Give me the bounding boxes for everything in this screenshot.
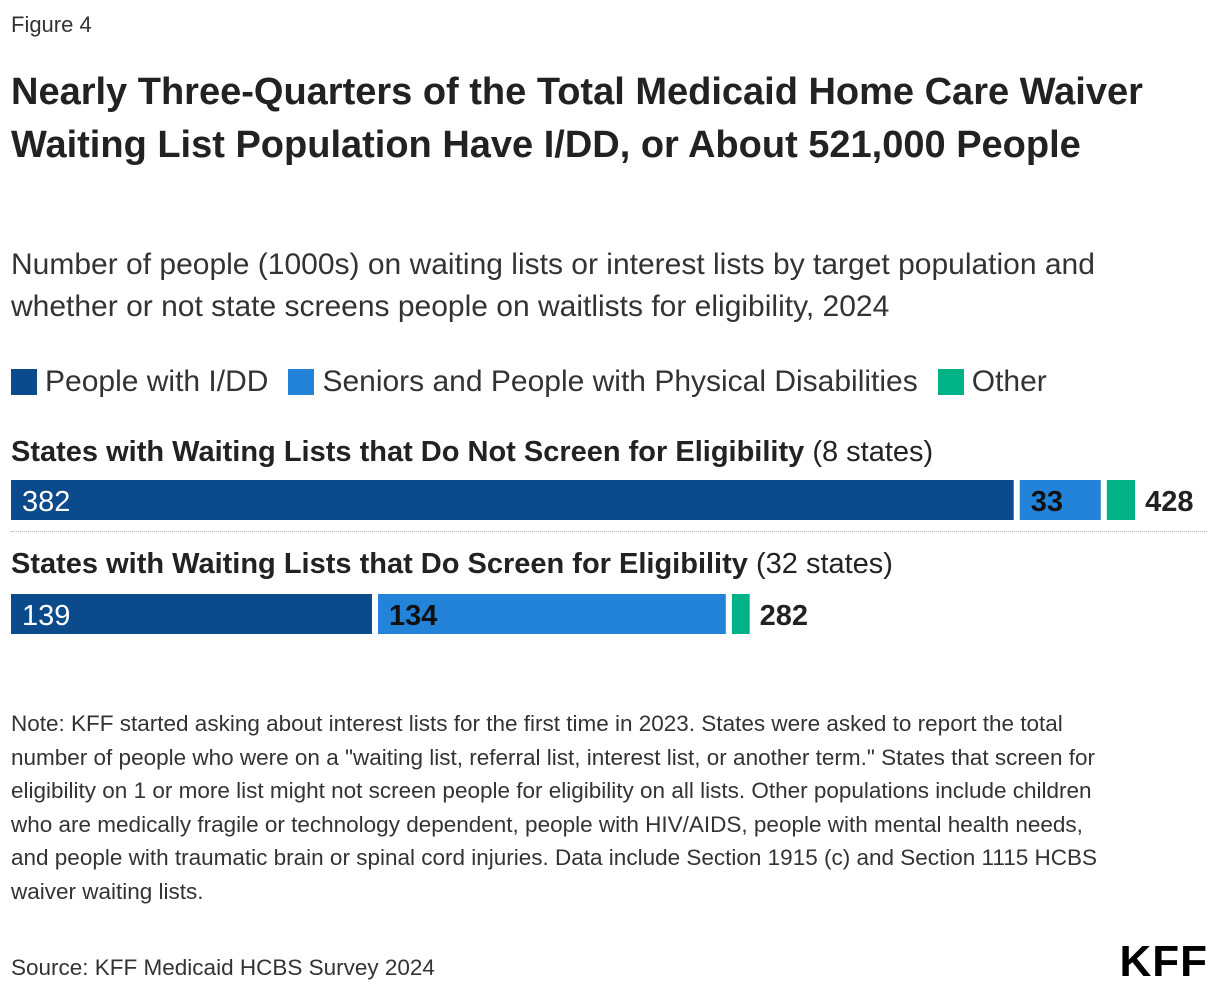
bar-screen-seniors [378, 594, 726, 634]
bar-no-screen-other [1106, 480, 1136, 520]
data-label-no-screen-idd: 382 [22, 486, 70, 518]
bar-screen-other [731, 594, 750, 634]
legend-swatch-seniors [288, 369, 315, 395]
data-label-screen-idd: 139 [22, 600, 70, 632]
category-note-screen: (32 states) [755, 548, 893, 580]
data-label-no-screen-seniors: 33 [1031, 486, 1063, 518]
legend-item-other: Other [937, 365, 1047, 399]
chart-subtitle: Number of people (1000s) on waiting list… [11, 248, 1095, 323]
legend-item-seniors: Seniors and People with Physical Disabil… [288, 365, 918, 399]
category-label-no-screen: States with Waiting Lists that Do Not Sc… [11, 433, 933, 471]
bar-screen-idd [11, 594, 372, 634]
figure-label: Figure 4 [11, 12, 92, 37]
kff-logo: KFF [1119, 937, 1208, 986]
legend: People with I/DD Seniors and People with… [11, 362, 1067, 402]
legend-swatch-other [937, 369, 964, 395]
total-label-no-screen: 428 [1145, 486, 1193, 518]
legend-swatch-idd [11, 369, 37, 395]
chart-title: Nearly Three-Quarters of the Total Medic… [11, 71, 1143, 166]
bar-no-screen-seniors [1019, 480, 1101, 520]
legend-label-other: Other [971, 365, 1047, 398]
legend-label-seniors: Seniors and People with Physical Disabil… [322, 365, 918, 398]
category-divider [11, 531, 1207, 532]
legend-label-idd: People with I/DD [45, 365, 269, 398]
chart-source: Source: KFF Medicaid HCBS Survey 2024 [11, 955, 435, 980]
category-name-screen: States with Waiting Lists that Do Screen… [11, 548, 748, 580]
data-label-screen-seniors: 134 [389, 600, 437, 632]
category-note-no-screen: (8 states) [812, 436, 934, 468]
bar-chart: 382 33 428 139 134 282 [11, 480, 1193, 634]
total-label-screen: 282 [760, 600, 808, 632]
category-label-screen: States with Waiting Lists that Do Screen… [11, 545, 893, 583]
legend-item-idd: People with I/DD [11, 365, 268, 399]
category-name-no-screen: States with Waiting Lists that Do Not Sc… [11, 436, 805, 468]
bar-no-screen-idd [11, 480, 1014, 520]
chart-note: Note: KFF started asking about interest … [11, 711, 1098, 904]
